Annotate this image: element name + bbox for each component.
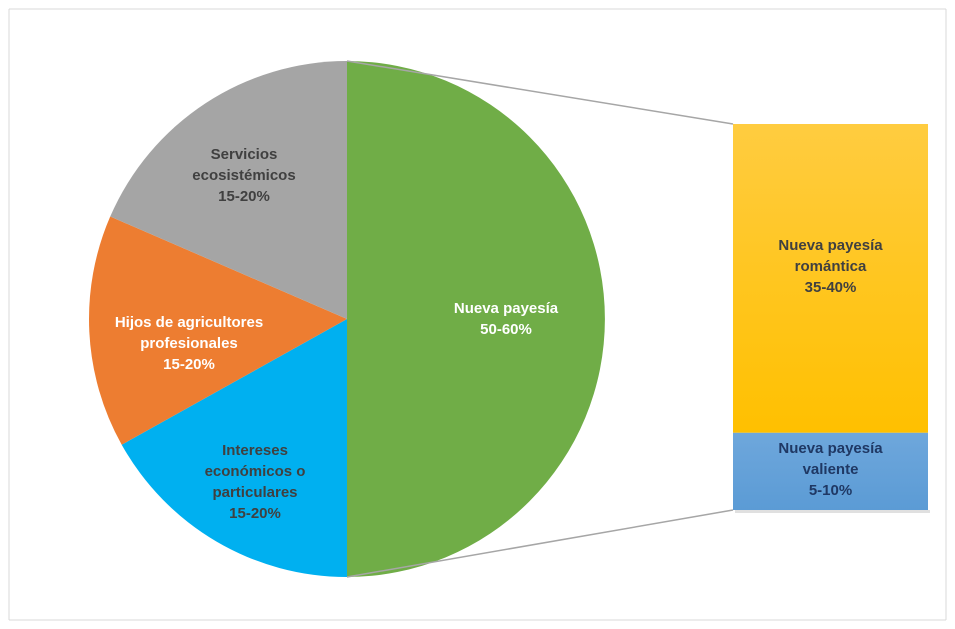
pie-label-line: 15-20% [163,356,215,373]
connector-top [346,60,734,125]
bar-label-line: valiente [803,461,859,478]
pie-label-line: particulares [212,484,297,501]
bar-label-line: Nueva payesía [778,440,883,457]
pie-label-line: ecosistémicos [192,167,295,184]
breakdown-bar [733,124,930,513]
pie-label-servicios: Servicios ecosistémicos 15-20% [192,146,295,205]
bar-label-valiente: Nueva payesía valiente 5-10% [778,440,883,499]
pie-label-line: 50-60% [480,321,532,338]
pie-label-hijos: Hijos de agricultores profesionales 15-20% [115,314,263,373]
bar-label-line: Nueva payesía [778,237,883,254]
bar-label-romantica: Nueva payesía romántica 35-40% [778,237,883,296]
bar-label-line: romántica [795,258,867,275]
pie-group [89,61,605,577]
pie-label-line: 15-20% [229,505,281,522]
connector-bottom [346,509,734,578]
bar-label-line: 5-10% [809,482,852,499]
bar-segment-romantica [733,124,928,433]
pie-label-line: Hijos de agricultores [115,314,263,331]
pie-label-line: Intereses [222,442,288,459]
pie-label-line: 15-20% [218,188,270,205]
pie-label-intereses: Intereses económicos o particulares 15-20% [205,442,306,522]
bar-segment-valiente [733,432,928,510]
pie-slice-servicios [110,61,347,319]
pie-label-line: económicos o [205,463,306,480]
bar-shadow [735,510,930,513]
pie-label-line: Nueva payesía [454,300,559,317]
pie-slice-nueva [347,61,605,577]
pie-label-nueva: Nueva payesía 50-60% [454,300,559,338]
pie-label-line: Servicios [211,146,278,163]
pie-slice-hijos [89,216,347,445]
connector-lines [346,60,734,578]
pie-label-line: profesionales [140,335,238,352]
bar-label-line: 35-40% [805,279,857,296]
pie-slice-intereses [121,319,347,577]
data-labels: Nueva payesía 50-60% Intereses económicos o… [115,146,883,522]
